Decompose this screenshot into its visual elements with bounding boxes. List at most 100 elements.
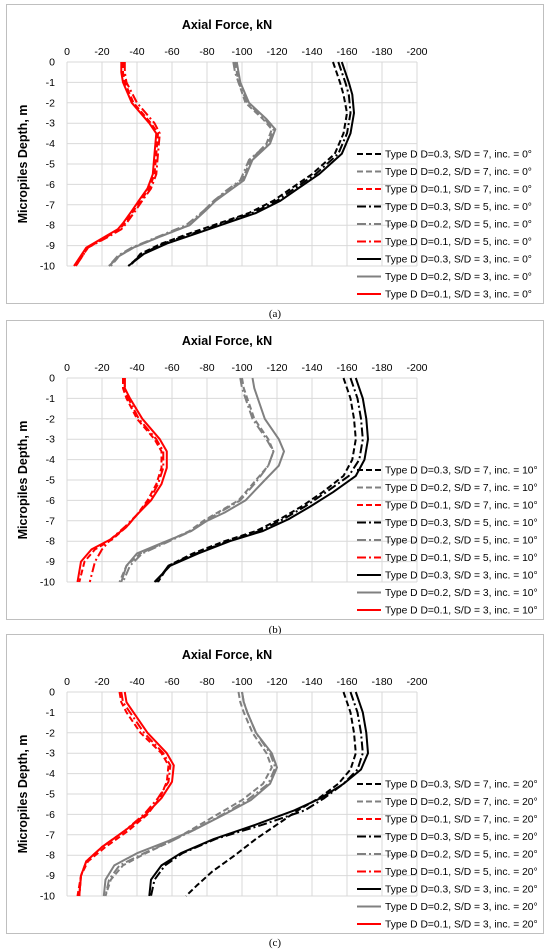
x-tick-label: -40 (129, 676, 144, 688)
y-tick-label: -6 (46, 809, 55, 821)
legend-label: Type D D=0.3, S/D = 7, inc. = 0° (385, 150, 532, 161)
series-line-9 (76, 378, 168, 583)
x-tick-label: -60 (164, 46, 179, 58)
legend-label: Type D D=0.3, S/D = 7, inc. = 10° (385, 466, 538, 477)
legend-label: Type D D=0.3, S/D = 3, inc. = 10° (385, 571, 538, 582)
y-tick-label: -5 (46, 789, 55, 801)
chart-svg: 0 -20 -40 -60 -80 -100 -120 -140 -160 -180 -200 0 -1… (16, 18, 532, 301)
legend-label: Type D D=0.1, S/D = 3, inc. = 10° (385, 606, 538, 617)
x-tick-label: -80 (199, 362, 214, 374)
series-line-3 (78, 378, 163, 583)
y-tick-label: -5 (46, 475, 55, 487)
y-tick-label: -9 (46, 240, 55, 252)
y-tick-label: 0 (49, 687, 55, 699)
y-axis-title: Micropiles Depth, m (16, 735, 30, 854)
legend-label: Type D D=0.1, S/D = 5, inc. = 10° (385, 553, 538, 564)
series-line-2 (110, 61, 273, 267)
x-tick-label: -100 (231, 676, 252, 688)
x-tick-label: -140 (301, 676, 322, 688)
y-tick-label: -5 (46, 159, 55, 171)
x-tick-label: -180 (371, 362, 392, 374)
x-tick-label: -100 (231, 46, 252, 58)
legend-label: Type D D=0.2, S/D = 7, inc. = 0° (385, 167, 532, 178)
x-tick-label: -40 (129, 46, 144, 58)
series-line-1 (157, 377, 357, 583)
legend-label: Type D D=0.1, S/D = 3, inc. = 0° (385, 290, 532, 301)
legend-label: Type D D=0.2, S/D = 3, inc. = 0° (385, 272, 532, 283)
x-tick-label: -160 (336, 362, 357, 374)
x-tick-label: -80 (199, 46, 214, 58)
series-line-5 (108, 61, 275, 267)
series-line-8 (102, 691, 278, 897)
legend-label: Type D D=0.1, S/D = 7, inc. = 20° (385, 815, 538, 826)
x-tick-label: -120 (266, 46, 287, 58)
y-tick-label: -1 (46, 393, 55, 405)
legend-label: Type D D=0.1, S/D = 5, inc. = 20° (385, 867, 538, 878)
y-tick-label: 0 (49, 57, 55, 69)
legend-label: Type D D=0.2, S/D = 3, inc. = 20° (385, 902, 538, 913)
y-tick-label: -4 (46, 768, 55, 780)
legend-label: Type D D=0.2, S/D = 5, inc. = 0° (385, 220, 532, 231)
y-tick-label: -2 (46, 727, 55, 739)
y-axis-title: Micropiles Depth, m (16, 421, 30, 540)
y-tick-label: -10 (40, 261, 55, 273)
x-tick-label: -60 (164, 676, 179, 688)
x-tick-label: -200 (406, 362, 427, 374)
y-tick-label: -9 (46, 556, 55, 568)
legend-label: Type D D=0.3, S/D = 5, inc. = 10° (385, 518, 538, 529)
y-tick-label: -1 (46, 707, 55, 719)
chart-panel-b: 0 -20 -40 -60 -80 -100 -120 -140 -160 -180 -200 0 -1… (6, 320, 544, 620)
series-line-1 (129, 61, 348, 267)
caption-a: (a) (268, 308, 282, 320)
x-tick-label: -140 (301, 46, 322, 58)
y-tick-label: -4 (46, 454, 55, 466)
y-tick-label: -3 (46, 118, 55, 130)
series-line-8 (108, 61, 277, 267)
y-tick-label: -6 (46, 495, 55, 507)
x-tick-label: -120 (266, 676, 287, 688)
y-tick-label: -9 (46, 870, 55, 882)
series-line-6 (88, 378, 165, 583)
series-line-9 (78, 691, 175, 897)
series-line-2 (118, 377, 275, 583)
x-tick-label: -180 (371, 676, 392, 688)
series-line-4 (150, 691, 364, 897)
x-tick-label: -120 (266, 362, 287, 374)
y-tick-label: -2 (46, 413, 55, 425)
y-tick-label: -2 (46, 97, 55, 109)
series-line-2 (104, 691, 273, 897)
series-line-7 (153, 377, 369, 583)
series-line-7 (127, 61, 355, 267)
x-tick-label: -160 (336, 676, 357, 688)
legend-label: Type D D=0.1, S/D = 5, inc. = 0° (385, 237, 532, 248)
legend-label: Type D D=0.3, S/D = 5, inc. = 20° (385, 832, 538, 843)
y-tick-label: -6 (46, 179, 55, 191)
legend-label: Type D D=0.3, S/D = 5, inc. = 0° (385, 202, 532, 213)
y-tick-label: -3 (46, 748, 55, 760)
legend-label: Type D D=0.1, S/D = 7, inc. = 10° (385, 501, 538, 512)
x-tick-label: 0 (64, 676, 70, 688)
y-tick-label: -3 (46, 434, 55, 446)
series-line-9 (73, 62, 158, 267)
x-tick-label: -20 (94, 46, 109, 58)
legend-label: Type D D=0.2, S/D = 5, inc. = 20° (385, 850, 538, 861)
legend-label: Type D D=0.3, S/D = 7, inc. = 20° (385, 780, 538, 791)
x-axis-title: Axial Force, kN (182, 334, 272, 348)
legend-label: Type D D=0.2, S/D = 5, inc. = 10° (385, 536, 538, 547)
x-tick-label: -200 (406, 46, 427, 58)
legend-label: Type D D=0.1, S/D = 3, inc. = 20° (385, 920, 538, 931)
x-tick-label: -20 (94, 676, 109, 688)
x-tick-label: -80 (199, 676, 214, 688)
legend-label: Type D D=0.2, S/D = 7, inc. = 20° (385, 797, 538, 808)
y-tick-label: -10 (40, 577, 55, 589)
y-tick-label: -8 (46, 220, 55, 232)
y-tick-label: -7 (46, 515, 55, 527)
x-tick-label: 0 (64, 46, 70, 58)
series-line-5 (122, 377, 275, 583)
x-tick-label: -140 (301, 362, 322, 374)
x-tick-label: -160 (336, 46, 357, 58)
x-tick-label: -180 (371, 46, 392, 58)
legend-label: Type D D=0.3, S/D = 3, inc. = 20° (385, 885, 538, 896)
x-axis-title: Axial Force, kN (182, 18, 272, 32)
x-tick-label: 0 (64, 362, 70, 374)
